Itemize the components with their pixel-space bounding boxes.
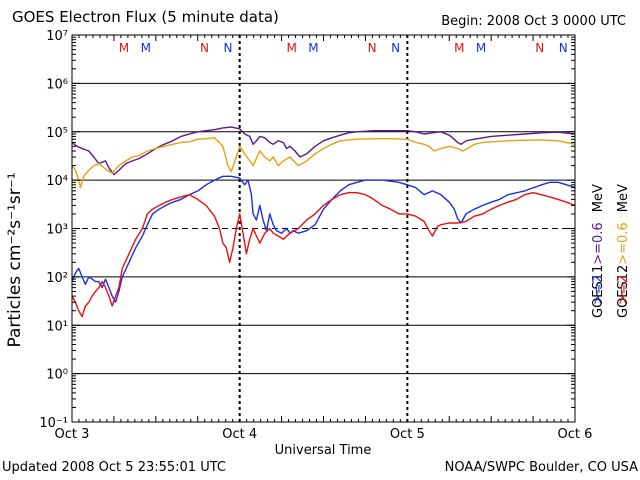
y-tick-label-3: 10² bbox=[46, 271, 68, 286]
series-line-3 bbox=[71, 192, 576, 318]
x-axis-label: Universal Time bbox=[275, 443, 372, 458]
y-tick-label-1: 10⁰ bbox=[46, 368, 68, 383]
marker-n-3: N bbox=[223, 41, 232, 55]
grid-lines bbox=[72, 35, 575, 422]
x-ticks: Oct 3 Oct 4 Oct 5 Oct 6 bbox=[55, 35, 593, 442]
x-tick-label-3: Oct 6 bbox=[558, 427, 593, 442]
x-tick-label-2: Oct 5 bbox=[390, 427, 425, 442]
legend-goes11: GOES11 bbox=[591, 265, 606, 318]
marker-n-2: N bbox=[200, 41, 209, 55]
marker-n-7: N bbox=[391, 41, 400, 55]
legend-goes12: GOES12 bbox=[616, 265, 631, 318]
y-ticks: 10⁻¹ 10⁰ 10¹ 10² 10³ 10⁴ 10⁵ 10⁶ 10⁷ bbox=[39, 29, 575, 431]
y-tick-label-7: 10⁶ bbox=[46, 77, 68, 92]
marker-n-10: N bbox=[535, 41, 544, 55]
chart-title: GOES Electron Flux (5 minute data) bbox=[12, 8, 279, 26]
series-layer bbox=[71, 126, 576, 318]
x-tick-label-0: Oct 3 bbox=[55, 427, 90, 442]
marker-n-6: N bbox=[368, 41, 377, 55]
credit: NOAA/SWPC Boulder, CO USA bbox=[444, 460, 638, 475]
marker-n-11: N bbox=[559, 41, 568, 55]
marker-m-0: M bbox=[119, 41, 129, 55]
legend-goes12-ranges: >=2 >=0.6 MeV bbox=[616, 184, 631, 305]
marker-m-5: M bbox=[308, 41, 318, 55]
legend-goes11-ranges: >=2 >=0.6 MeV bbox=[591, 184, 606, 305]
y-tick-label-2: 10¹ bbox=[46, 319, 68, 334]
y-tick-label-4: 10³ bbox=[46, 223, 68, 238]
y-tick-label-6: 10⁵ bbox=[46, 126, 68, 141]
begin-time: Begin: 2008 Oct 3 0000 UTC bbox=[441, 14, 626, 29]
y-axis-label: Particles cm⁻²s⁻¹sr⁻¹ bbox=[5, 172, 25, 347]
series-line-1 bbox=[71, 137, 576, 189]
y-tick-label-0: 10⁻¹ bbox=[39, 416, 68, 431]
y-tick-label-8: 10⁷ bbox=[46, 29, 68, 44]
marker-m-4: M bbox=[286, 41, 296, 55]
right-legend: GOES11 >=2 >=0.6 MeV GOES12 >=2 >=0.6 Me… bbox=[591, 184, 631, 318]
series-line-0 bbox=[71, 126, 576, 176]
marker-m-8: M bbox=[454, 41, 464, 55]
y-tick-label-5: 10⁴ bbox=[46, 174, 68, 189]
series-line-2 bbox=[71, 175, 576, 303]
x-tick-label-1: Oct 4 bbox=[222, 427, 257, 442]
marker-m-1: M bbox=[141, 41, 151, 55]
marker-m-9: M bbox=[476, 41, 486, 55]
updated-time: Updated 2008 Oct 5 23:55:01 UTC bbox=[2, 460, 226, 475]
